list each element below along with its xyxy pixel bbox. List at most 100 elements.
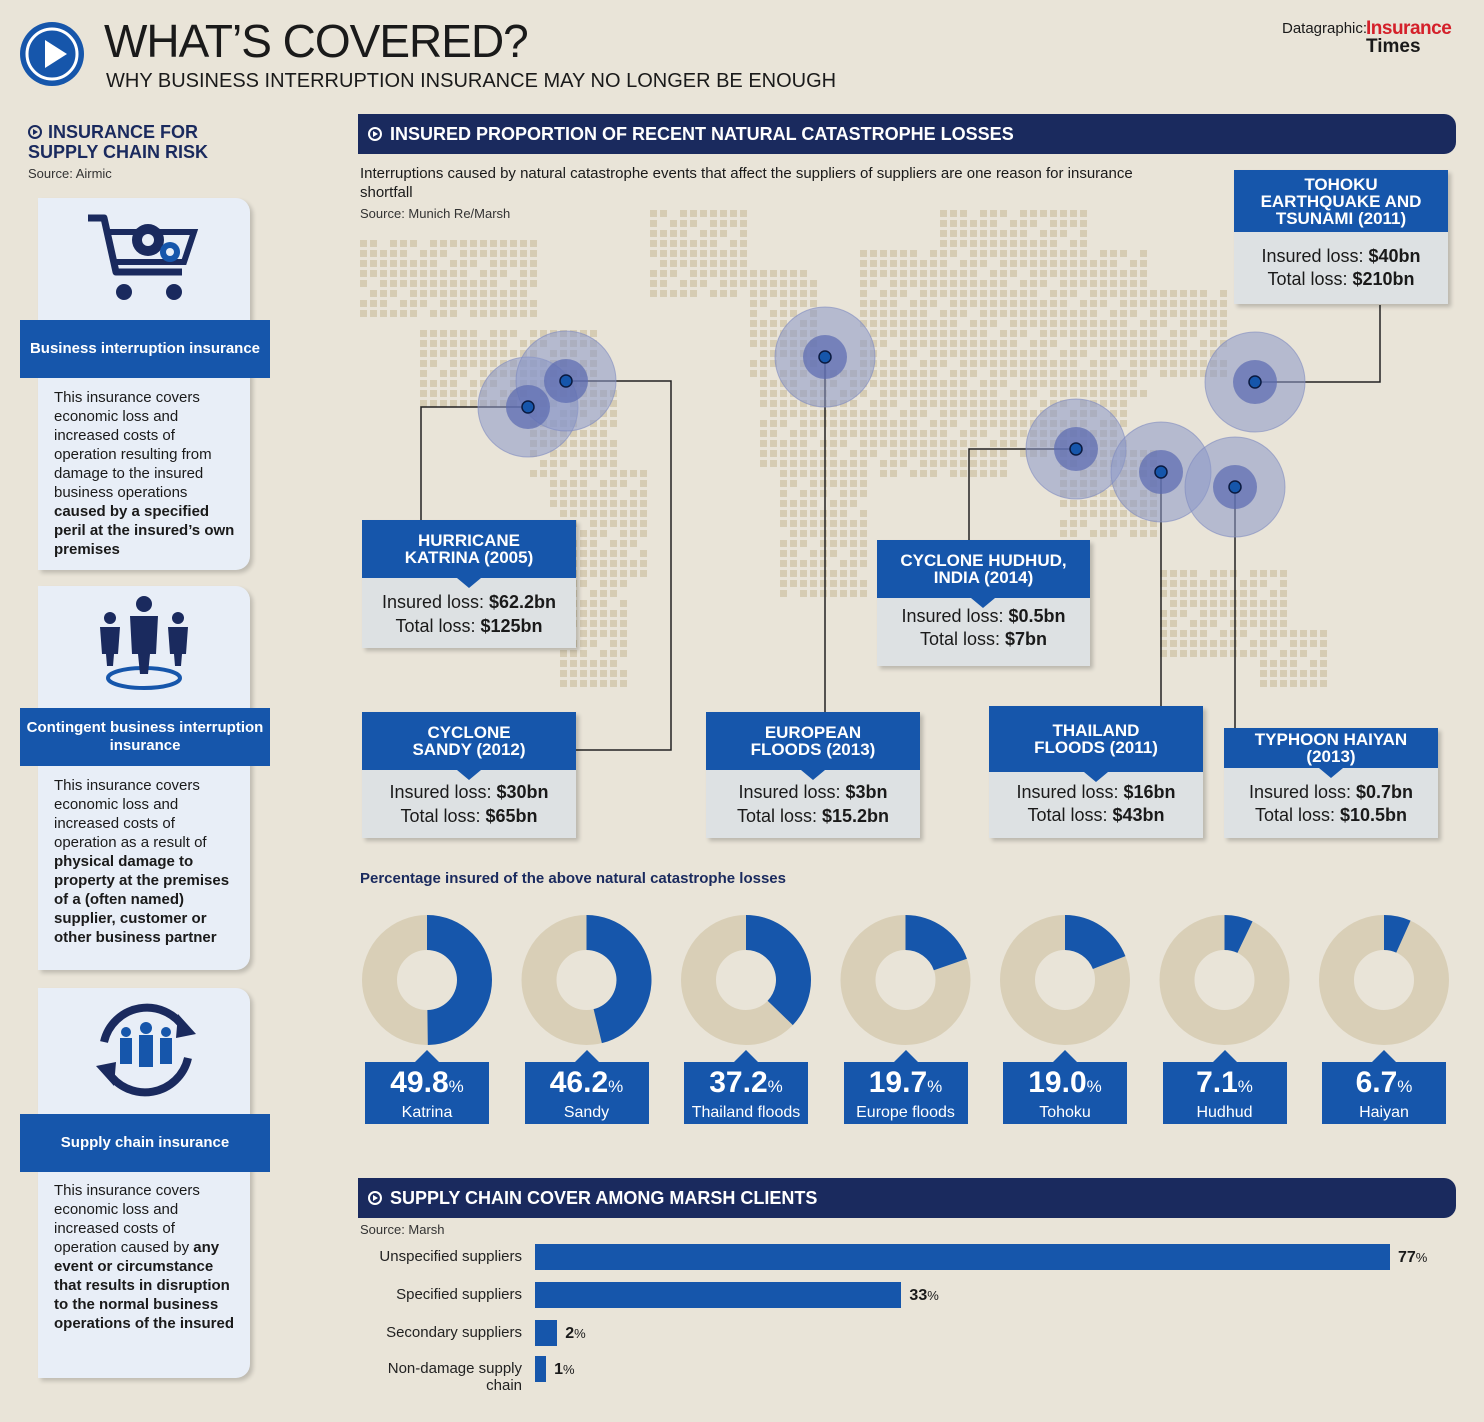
map-dot (810, 510, 817, 517)
map-dot (600, 630, 607, 637)
map-dot (890, 470, 897, 477)
map-dot (530, 300, 537, 307)
map-dot (1180, 640, 1187, 647)
map-dot (1100, 260, 1107, 267)
map-dot (640, 520, 647, 527)
map-dot (580, 640, 587, 647)
map-dot (720, 210, 727, 217)
map-dot (610, 620, 617, 627)
map-dot (990, 270, 997, 277)
map-dot (830, 420, 837, 427)
map-dot (620, 550, 627, 557)
map-dot (1000, 310, 1007, 317)
map-dot (560, 670, 567, 677)
map-dot (860, 510, 867, 517)
event-total-loss: Total loss: $210bn (1267, 269, 1415, 289)
map-dot (610, 680, 617, 687)
map-dot (970, 440, 977, 447)
map-dot (910, 420, 917, 427)
map-dot (1260, 650, 1267, 657)
map-dot (920, 440, 927, 447)
map-dot (840, 480, 847, 487)
map-dot (960, 380, 967, 387)
map-dot (1190, 300, 1197, 307)
map-dot (920, 470, 927, 477)
map-dot (780, 580, 787, 587)
donut-category: Sandy (563, 1104, 610, 1121)
map-dot (780, 280, 787, 287)
map-dot (570, 650, 577, 657)
map-dot (1140, 300, 1147, 307)
map-dot (1050, 370, 1057, 377)
map-dot (430, 260, 437, 267)
map-dot (870, 380, 877, 387)
card-text-contingent-business-interruption: This insurance covers economic loss and … (54, 777, 230, 946)
map-dot (810, 290, 817, 297)
map-dot (680, 290, 687, 297)
map-dot (1160, 320, 1167, 327)
event-insured-loss: Insured loss: $62.2bn (381, 592, 557, 612)
map-dot (910, 310, 917, 317)
map-dot (1050, 250, 1057, 257)
map-dot (750, 330, 757, 337)
map-dot (1070, 520, 1077, 527)
donut-unit: % (1397, 1077, 1413, 1096)
map-dot (990, 410, 997, 417)
map-dot (1070, 290, 1077, 297)
map-dot (1250, 600, 1257, 607)
map-dot (460, 340, 467, 347)
map-dot (1000, 450, 1007, 457)
map-dot (470, 340, 477, 347)
page-subtitle: WHY BUSINESS INTERRUPTION INSURANCE MAY … (106, 70, 837, 92)
map-dot (970, 390, 977, 397)
map-dot (760, 300, 767, 307)
map-dot (690, 210, 697, 217)
map-dot (520, 340, 527, 347)
map-dot (1260, 640, 1267, 647)
map-dot (1190, 630, 1197, 637)
map-dot (1200, 620, 1207, 627)
donut-slice-sandy (586, 915, 652, 1044)
map-dot (690, 280, 697, 287)
map-dot (1000, 250, 1007, 257)
map-dot (590, 510, 597, 517)
map-dot (1260, 630, 1267, 637)
map-dot (880, 320, 887, 327)
map-dot (1130, 330, 1137, 337)
map-dot (620, 650, 627, 657)
map-dot (580, 470, 587, 477)
map-dot (1180, 650, 1187, 657)
map-dot (990, 440, 997, 447)
map-dot (360, 270, 367, 277)
map-dot (710, 250, 717, 257)
map-dot (790, 580, 797, 587)
map-dot (930, 390, 937, 397)
donut-label-pointer (734, 1050, 758, 1062)
map-dot (630, 570, 637, 577)
map-dot (560, 440, 567, 447)
map-dot (1290, 670, 1297, 677)
map-dot (1070, 390, 1077, 397)
map-dot (1110, 270, 1117, 277)
map-dot (440, 300, 447, 307)
map-dot (1020, 330, 1027, 337)
map-dot (1230, 600, 1237, 607)
map-dot (810, 490, 817, 497)
map-dot (790, 290, 797, 297)
map-dot (1200, 610, 1207, 617)
map-dot (970, 330, 977, 337)
map-dot (890, 350, 897, 357)
map-dot (1060, 290, 1067, 297)
map-dot (1030, 220, 1037, 227)
map-dot (710, 290, 717, 297)
map-dot (950, 450, 957, 457)
map-dot (430, 400, 437, 407)
map-dot (1160, 360, 1167, 367)
map-dot (970, 370, 977, 377)
map-dot (1050, 290, 1057, 297)
bar (535, 1356, 547, 1382)
donut-slice-thailand-floods (746, 915, 812, 1026)
map-dot (1170, 340, 1177, 347)
map-dot (700, 230, 707, 237)
map-dot (890, 310, 897, 317)
